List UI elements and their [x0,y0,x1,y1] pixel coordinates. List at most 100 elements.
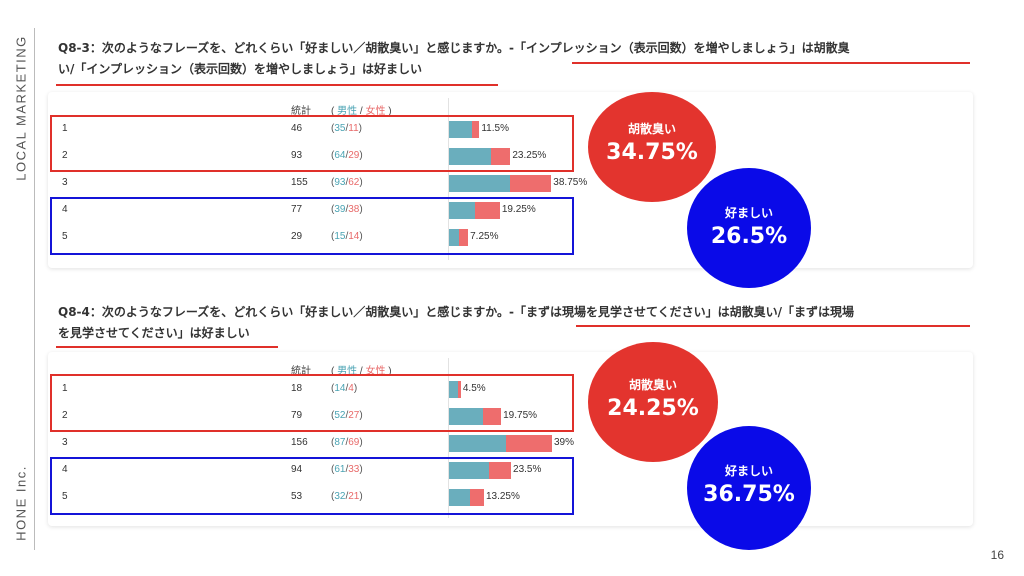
row-gender-breakdown: (61/33) [331,464,363,475]
close-paren: ) [358,123,362,134]
table-row: 2 93 (64/29) 23.25% [48,143,608,170]
bar-segment-male [449,408,484,425]
open-paren: ( [331,231,335,242]
slash: / [345,437,349,448]
bar-segment-female [458,381,461,398]
bar-segment-male [449,202,475,219]
question-panel-q8-3: 統計 ( 男性 / 女性 ) 1 46 (35/11) 11.5% 2 93 (64/29)… [48,92,973,268]
stacked-bar [449,462,512,479]
bar-percent-label: 38.75% [553,177,588,188]
summary-value: 26.5% [710,224,788,249]
header-open-paren: ( [331,106,335,117]
column-header-total: 統計 [291,366,311,377]
header-close-paren: ) [388,366,392,377]
bar-segment-female [510,175,552,192]
stacked-bar [449,435,552,452]
slash: / [345,491,349,502]
bar-percent-label: 39% [553,437,574,448]
bar-segment-male [449,121,473,138]
summary-circle-positive: 好ましい 36.75% [687,426,811,550]
row-female-count: 4 [348,383,354,394]
summary-value: 36.75% [703,482,795,507]
table-row: 1 46 (35/11) 11.5% [48,116,608,143]
row-gender-breakdown: (93/62) [331,177,363,188]
highlight-box-positive [50,457,574,515]
open-paren: ( [331,464,335,475]
bar-percent-label: 4.5% [462,383,486,394]
bar-percent-label: 23.5% [513,464,542,475]
open-paren: ( [331,410,335,421]
bar-segment-female [472,121,480,138]
question-title-line1: Q8-3：次のようなフレーズを、どれくらい「好ましい／胡散臭い」と感じますか。-… [58,41,850,55]
table-row: 1 18 (14/4) 4.5% [48,376,608,403]
column-header-gender: ( 男性 / 女性 ) [331,362,392,377]
sidebar-company-name: HONE Inc. [13,465,29,541]
sidebar: LOCAL MARKETING HONE Inc. [0,0,40,576]
row-total: 77 [291,204,303,215]
bar-segment-female [474,202,500,219]
row-total: 53 [291,491,303,502]
row-male-count: 61 [334,464,346,475]
close-paren: ) [359,491,363,502]
row-category: 4 [62,204,68,215]
slash: / [345,177,349,188]
open-paren: ( [331,123,335,134]
header-close-paren: ) [388,106,392,117]
row-male-count: 87 [334,437,346,448]
summary-label: 好ましい [724,206,773,220]
table-row: 4 94 (61/33) 23.5% [48,457,608,484]
stacked-bar [449,202,500,219]
stacked-bar [449,489,484,506]
row-male-count: 39 [334,204,346,215]
slash: / [345,410,349,421]
close-paren: ) [359,231,363,242]
close-paren: ) [359,437,363,448]
column-header-gender: ( 男性 / 女性 ) [331,102,392,117]
title-underline [56,84,498,86]
header-open-paren: ( [331,366,335,377]
question-title-q8-3: Q8-3：次のようなフレーズを、どれくらい「好ましい／胡散臭い」と感じますか。-… [58,38,978,80]
open-paren: ( [331,491,335,502]
summary-circle-negative: 胡散臭い 24.25% [588,342,718,462]
row-male-count: 52 [334,410,346,421]
row-gender-breakdown: (52/27) [331,410,363,421]
question-title-line2: い/「インプレッション（表示回数）を増やしましょう」は好ましい [58,62,423,76]
slash: / [345,204,349,215]
row-total: 94 [291,464,303,475]
close-paren: ) [359,410,363,421]
bar-segment-female [491,148,511,165]
bar-segment-male [449,229,459,246]
bar-percent-label: 7.25% [470,231,499,242]
row-male-count: 35 [334,123,346,134]
slash: / [345,123,349,134]
row-male-count: 32 [334,491,346,502]
bar-segment-female [489,462,512,479]
header-male: 男性 [337,366,358,377]
table-row: 5 29 (15/14) 7.25% [48,224,608,251]
row-category: 2 [62,410,68,421]
table-row: 4 77 (39/38) 19.25% [48,197,608,224]
row-male-count: 93 [334,177,346,188]
stacked-bar [449,381,461,398]
close-paren: ) [353,383,358,394]
row-category: 3 [62,177,68,188]
stacked-bar [449,175,552,192]
header-female: 女性 [365,366,386,377]
highlight-box-positive [50,197,574,255]
open-paren: ( [331,204,335,215]
row-category: 1 [62,123,68,134]
highlight-box-negative [50,115,574,172]
open-paren: ( [331,383,335,394]
open-paren: ( [331,150,335,161]
chart-axis-line [448,98,449,260]
row-female-count: 14 [348,231,360,242]
stacked-bar [449,229,469,246]
page-number: 16 [990,548,1004,562]
table-row: 5 53 (32/21) 13.25% [48,484,608,511]
bar-percent-label: 11.5% [481,123,509,134]
row-male-count: 15 [334,231,346,242]
row-category: 2 [62,150,68,161]
row-category: 4 [62,464,68,475]
bar-segment-male [449,175,511,192]
slash: / [345,150,349,161]
